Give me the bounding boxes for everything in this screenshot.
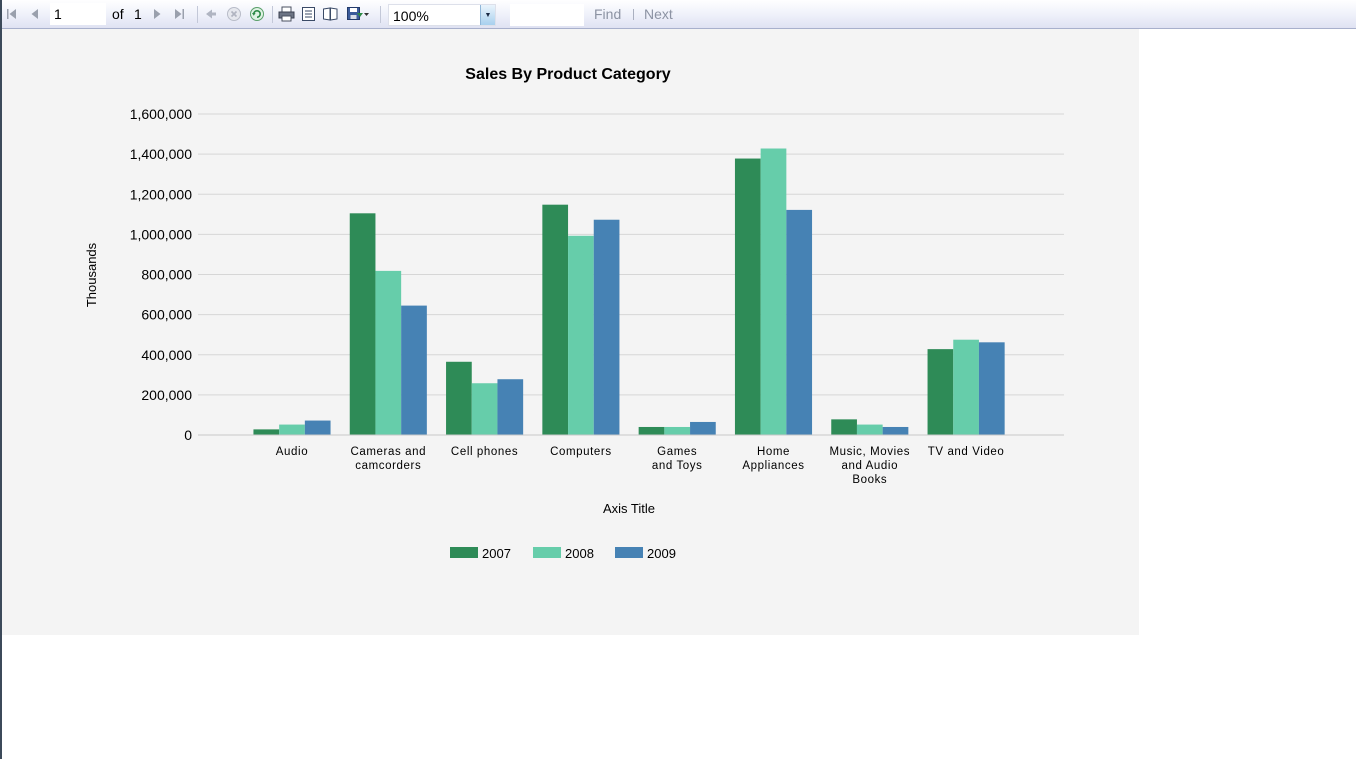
y-tick-label: 400,000 xyxy=(141,347,192,363)
x-tick-label: Home Appliances xyxy=(742,446,804,472)
bar-2009 xyxy=(401,305,427,435)
bar-2008 xyxy=(471,383,498,435)
bar-2008 xyxy=(953,339,979,435)
find-button[interactable]: Find xyxy=(594,6,622,22)
x-tick-label: Games and Toys xyxy=(652,446,703,472)
legend-item: 2008 xyxy=(533,546,594,561)
y-axis-label: Thousands xyxy=(84,242,99,307)
bar-2009 xyxy=(304,420,331,435)
bar-2009 xyxy=(593,219,620,435)
bar-2008 xyxy=(760,148,787,435)
legend-label: 2008 xyxy=(565,546,594,561)
bar-2007 xyxy=(927,349,954,435)
legend-swatch xyxy=(450,547,478,558)
of-label: of xyxy=(112,6,124,22)
find-next-button[interactable]: Next xyxy=(644,6,673,22)
refresh-icon[interactable] xyxy=(249,6,265,27)
gridlines xyxy=(198,113,1064,396)
legend-swatch xyxy=(615,547,643,558)
back-icon[interactable] xyxy=(204,7,218,26)
bar-2007 xyxy=(349,213,376,435)
print-layout-icon[interactable] xyxy=(301,6,316,27)
total-pages: 1 xyxy=(134,6,142,22)
y-tick-label: 1,000,000 xyxy=(130,226,192,242)
first-page-icon[interactable] xyxy=(6,7,18,26)
next-page-icon[interactable] xyxy=(151,7,163,26)
bar-2008 xyxy=(568,235,594,435)
sales-chart: Sales By Product Category 0 200,000 400,00… xyxy=(84,66,1064,561)
bar-2008 xyxy=(856,424,883,435)
x-tick-label: Computers xyxy=(550,446,612,458)
last-page-icon[interactable] xyxy=(173,7,185,26)
report-area: Sales By Product Category 0 200,000 400,00… xyxy=(2,29,1139,635)
find-separator xyxy=(633,9,634,20)
legend-swatch xyxy=(533,547,561,558)
x-tick-label: Music, Movies and Audio Books xyxy=(829,446,910,486)
previous-page-icon[interactable] xyxy=(29,7,41,26)
page-setup-icon[interactable] xyxy=(322,6,339,27)
y-tick-label: 1,400,000 xyxy=(130,146,192,162)
x-tick-label: Audio xyxy=(276,446,308,458)
chevron-down-icon[interactable]: ▼ xyxy=(480,5,495,25)
toolbar-separator xyxy=(197,6,198,23)
bar-2009 xyxy=(882,426,909,435)
bar-2007 xyxy=(734,158,761,435)
y-tick-label: 200,000 xyxy=(141,387,192,403)
stop-icon[interactable] xyxy=(226,6,242,27)
zoom-dropdown[interactable]: 100% ▼ xyxy=(388,4,496,26)
report-toolbar: of 1 100% ▼ Find Next xyxy=(2,0,1356,29)
export-icon[interactable] xyxy=(346,5,370,27)
bar-2008 xyxy=(279,424,305,435)
bar-2008 xyxy=(375,270,402,435)
y-axis-ticks: 0 200,000 400,000 600,000 800,000 1,000,000 1,… xyxy=(130,106,193,443)
print-icon[interactable] xyxy=(278,6,295,27)
bar-2007 xyxy=(542,204,569,435)
bar-2007 xyxy=(253,429,280,435)
bar-2007 xyxy=(638,426,665,435)
y-tick-label: 0 xyxy=(184,427,192,443)
toolbar-separator xyxy=(272,6,273,23)
x-tick-label: TV and Video xyxy=(928,446,1005,458)
x-tick-label: Cell phones xyxy=(451,446,518,458)
find-input[interactable] xyxy=(510,4,584,26)
legend-label: 2009 xyxy=(647,546,676,561)
window-left-edge xyxy=(0,0,2,759)
y-tick-label: 1,200,000 xyxy=(130,186,192,202)
x-axis-label: Axis Title xyxy=(603,501,655,516)
legend-label: 2007 xyxy=(482,546,511,561)
x-tick-label: Cameras and camcorders xyxy=(350,446,426,472)
bar-2009 xyxy=(690,421,716,435)
bar-2009 xyxy=(497,379,524,435)
chart-legend: 2007 2008 2009 xyxy=(450,546,676,561)
chart-title: Sales By Product Category xyxy=(465,66,671,83)
y-tick-label: 800,000 xyxy=(141,267,192,283)
bar-2008 xyxy=(664,426,691,435)
current-page-input[interactable] xyxy=(50,3,106,25)
legend-item: 2007 xyxy=(450,546,511,561)
bar-2009 xyxy=(786,209,813,435)
bar-2007 xyxy=(446,361,472,435)
x-axis-tick-labels: Audio Cameras and camcorders Cell phones Com… xyxy=(276,446,1005,486)
bar-2007 xyxy=(831,419,857,435)
bar-2009 xyxy=(978,342,1005,435)
y-tick-label: 1,600,000 xyxy=(130,106,192,122)
bars xyxy=(253,148,1005,435)
zoom-value: 100% xyxy=(393,8,429,24)
legend-item: 2009 xyxy=(615,546,676,561)
toolbar-separator xyxy=(380,6,381,23)
y-tick-label: 600,000 xyxy=(141,307,192,323)
